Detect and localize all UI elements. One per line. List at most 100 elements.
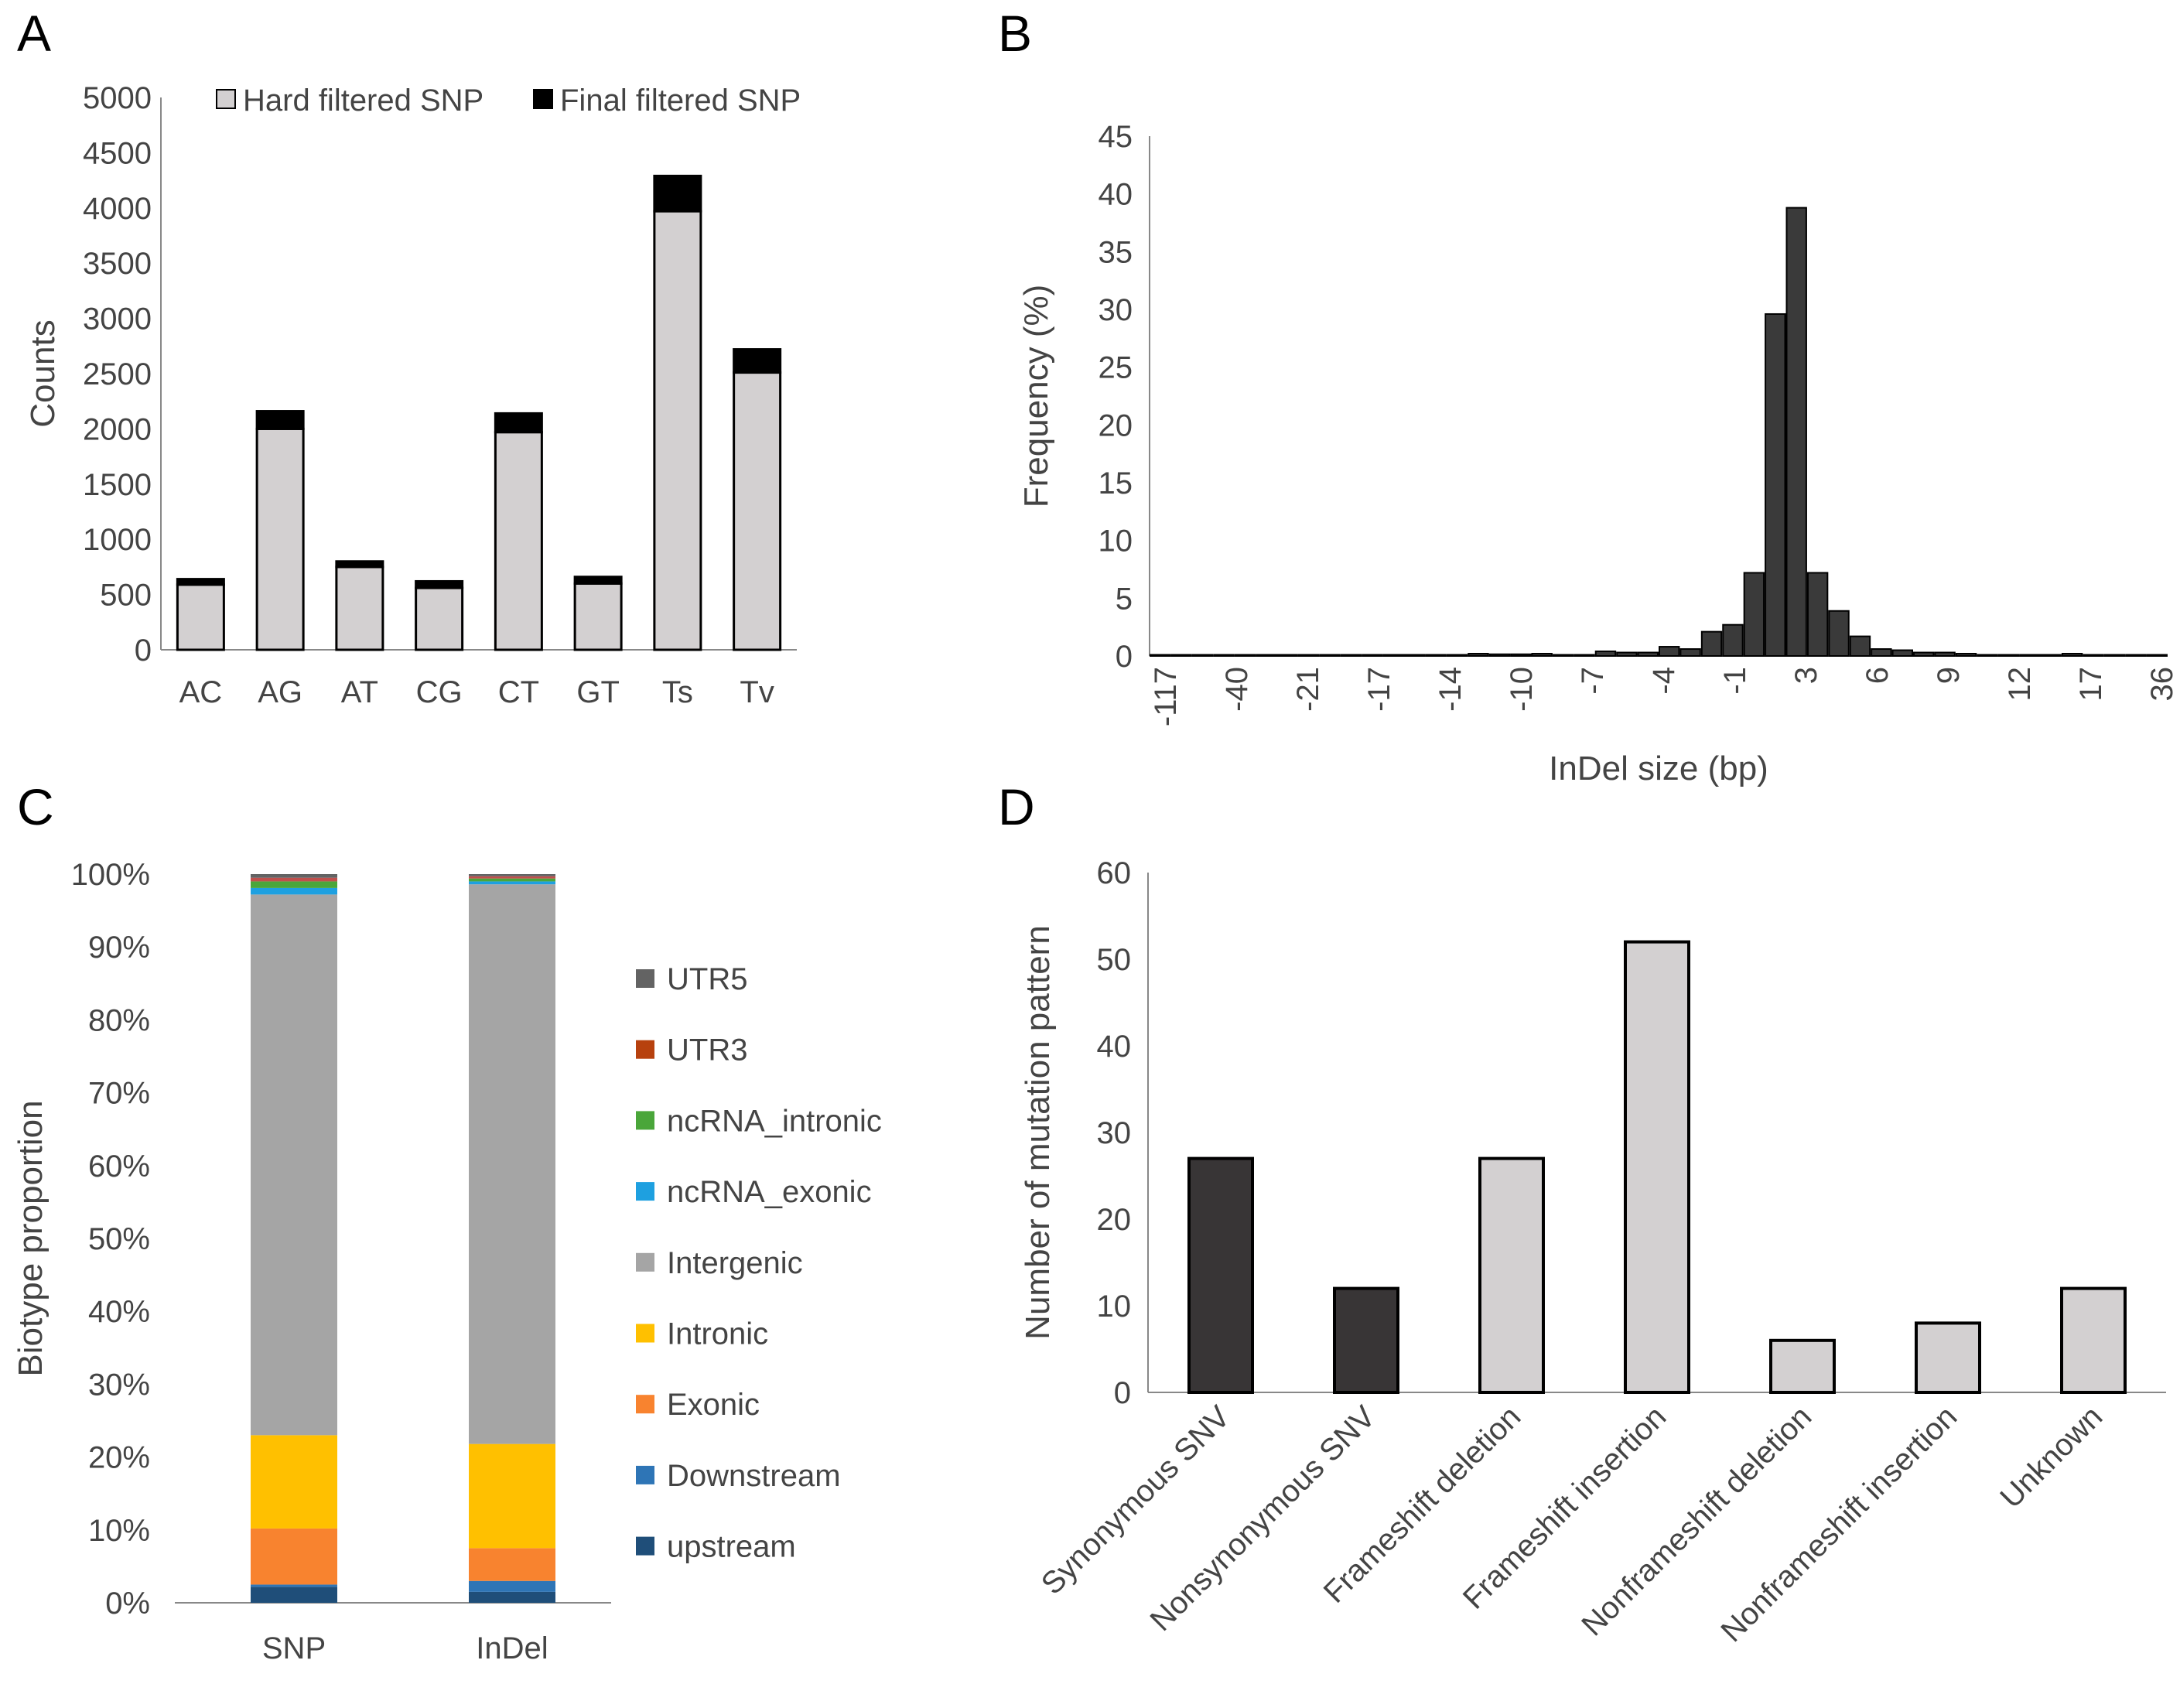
b-y-tick-label: 10 bbox=[1099, 524, 1133, 559]
a-bar-AT-final bbox=[335, 560, 384, 569]
a-bar-GT-final bbox=[573, 576, 623, 585]
c-x-tick-label: InDel bbox=[476, 1631, 548, 1665]
b-y-tick-label: 20 bbox=[1099, 408, 1133, 442]
b-y-tick-label: 30 bbox=[1099, 293, 1133, 327]
c-bar-InDel-ncRNA_exonic bbox=[469, 881, 555, 885]
b-bar bbox=[1446, 654, 1468, 657]
b-x-tick-label: -21 bbox=[1291, 667, 1325, 712]
c-y-tick-label: 60% bbox=[88, 1149, 150, 1184]
b-y-tick-label: 35 bbox=[1099, 235, 1133, 269]
b-bar bbox=[1955, 653, 1977, 657]
c-y-tick-label: 20% bbox=[88, 1441, 150, 1475]
c-bar-SNP-upstream bbox=[251, 1587, 337, 1603]
b-x-tick-label: 17 bbox=[2074, 667, 2108, 702]
a-y-tick-label: 4500 bbox=[83, 136, 152, 170]
c-bar-SNP-Intergenic bbox=[251, 894, 337, 1436]
a-bar-Ts-hard bbox=[653, 210, 702, 651]
a-y-tick-label: 2500 bbox=[83, 357, 152, 391]
d-x-tick-label: Nonframeshift insertion bbox=[1714, 1399, 1963, 1648]
c-y-tick-label: 10% bbox=[88, 1514, 150, 1548]
b-bar bbox=[1213, 654, 1235, 657]
d-y-tick-label: 0 bbox=[1114, 1376, 1131, 1410]
b-bar bbox=[1297, 654, 1320, 657]
a-x-tick-label: AT bbox=[341, 675, 378, 709]
c-bar-InDel-ncRNA_intronic bbox=[469, 878, 555, 882]
b-x-tick-label: 6 bbox=[1861, 667, 1895, 684]
b-x-tick-label: -10 bbox=[1505, 667, 1539, 712]
a-y-axis-title: Counts bbox=[24, 319, 62, 427]
a-legend-swatch-0 bbox=[216, 89, 236, 109]
b-bar bbox=[1170, 654, 1192, 657]
d-bar-nonframeshift-insertion bbox=[1915, 1321, 1981, 1395]
panel-label-a: A bbox=[17, 5, 51, 62]
b-bar bbox=[1552, 654, 1574, 657]
a-legend-swatch-1 bbox=[533, 89, 553, 109]
d-bar-frameshift-deletion bbox=[1478, 1156, 1545, 1394]
a-y-tick-label: 2000 bbox=[83, 412, 152, 446]
a-x-tick-label: Ts bbox=[662, 675, 693, 709]
b-bar bbox=[2019, 654, 2041, 657]
d-bar-unknown bbox=[2060, 1286, 2127, 1394]
b-bar bbox=[1531, 653, 1553, 657]
b-bar bbox=[1256, 654, 1277, 657]
b-bar bbox=[1679, 648, 1701, 657]
a-bar-Tv-final bbox=[733, 348, 782, 374]
d-y-axis-title: Number of mutation pattern bbox=[1019, 925, 1057, 1340]
c-y-axis-title: Biotype proportion bbox=[12, 1100, 50, 1376]
c-legend-label-ncRNA_exonic: ncRNA_exonic bbox=[667, 1175, 872, 1209]
d-bar-frameshift-insertion bbox=[1624, 940, 1690, 1394]
b-x-axis-title: InDel size (bp) bbox=[1549, 750, 1768, 787]
a-bar-CG-final bbox=[415, 579, 464, 589]
b-y-tick-label: 15 bbox=[1099, 466, 1133, 500]
b-bar bbox=[1488, 653, 1511, 658]
c-bar-SNP-Intronic bbox=[251, 1435, 337, 1529]
b-x-tick-label: -4 bbox=[1647, 667, 1681, 695]
b-bar bbox=[1616, 651, 1638, 658]
panel-label-d: D bbox=[998, 778, 1035, 835]
d-y-tick-label: 40 bbox=[1097, 1030, 1132, 1064]
b-bar bbox=[1340, 654, 1362, 657]
b-bar bbox=[1382, 654, 1405, 657]
c-legend-swatch-Intergenic bbox=[636, 1252, 654, 1272]
a-x-tick-label: CT bbox=[498, 675, 539, 709]
b-bar bbox=[1871, 648, 1892, 657]
b-bar bbox=[1913, 651, 1935, 658]
c-bar-SNP-ncRNA_exonic bbox=[251, 887, 337, 895]
c-legend-swatch-ncRNA_exonic bbox=[636, 1182, 654, 1201]
b-bar bbox=[2083, 654, 2104, 657]
c-legend-swatch-Downstream bbox=[636, 1465, 654, 1484]
c-legend-label-UTR3: UTR3 bbox=[667, 1033, 747, 1068]
c-y-tick-label: 80% bbox=[88, 1003, 150, 1037]
c-legend-label-Intergenic: Intergenic bbox=[667, 1246, 803, 1280]
b-y-tick-label: 25 bbox=[1099, 351, 1133, 385]
b-bar bbox=[1425, 654, 1447, 657]
a-bar-GT-hard bbox=[573, 582, 623, 651]
c-legend-swatch-ncRNA_intronic bbox=[636, 1111, 654, 1130]
b-bar bbox=[1785, 207, 1807, 657]
b-x-tick-label: -17 bbox=[1362, 667, 1396, 712]
b-y-tick-label: 0 bbox=[1116, 640, 1133, 674]
d-y-tick-label: 50 bbox=[1097, 943, 1132, 977]
a-bar-AG-final bbox=[255, 410, 305, 430]
a-y-tick-label: 1500 bbox=[83, 468, 152, 502]
c-bar-InDel-UTR3 bbox=[469, 876, 555, 879]
c-legend-label-Downstream: Downstream bbox=[667, 1459, 841, 1493]
c-bar-InDel-Downstream bbox=[469, 1580, 555, 1592]
b-bar bbox=[1806, 572, 1829, 657]
d-bar-nonframeshift-deletion bbox=[1769, 1338, 1836, 1395]
panel-label-c: C bbox=[17, 778, 54, 835]
b-bar bbox=[1594, 651, 1617, 658]
a-legend-label-1: Final filtered SNP bbox=[560, 84, 801, 118]
b-x-tick-label: 9 bbox=[1932, 667, 1966, 684]
a-bar-CT-final bbox=[494, 412, 543, 434]
b-bar bbox=[2061, 653, 2083, 657]
c-y-tick-label: 90% bbox=[88, 931, 150, 965]
c-y-tick-label: 40% bbox=[88, 1295, 150, 1329]
b-x-tick-label: 36 bbox=[2145, 667, 2179, 702]
a-bar-Tv-hard bbox=[733, 371, 782, 651]
c-legend-swatch-UTR3 bbox=[636, 1040, 654, 1059]
b-bar bbox=[1700, 630, 1723, 658]
c-y-tick-label: 70% bbox=[88, 1077, 150, 1111]
